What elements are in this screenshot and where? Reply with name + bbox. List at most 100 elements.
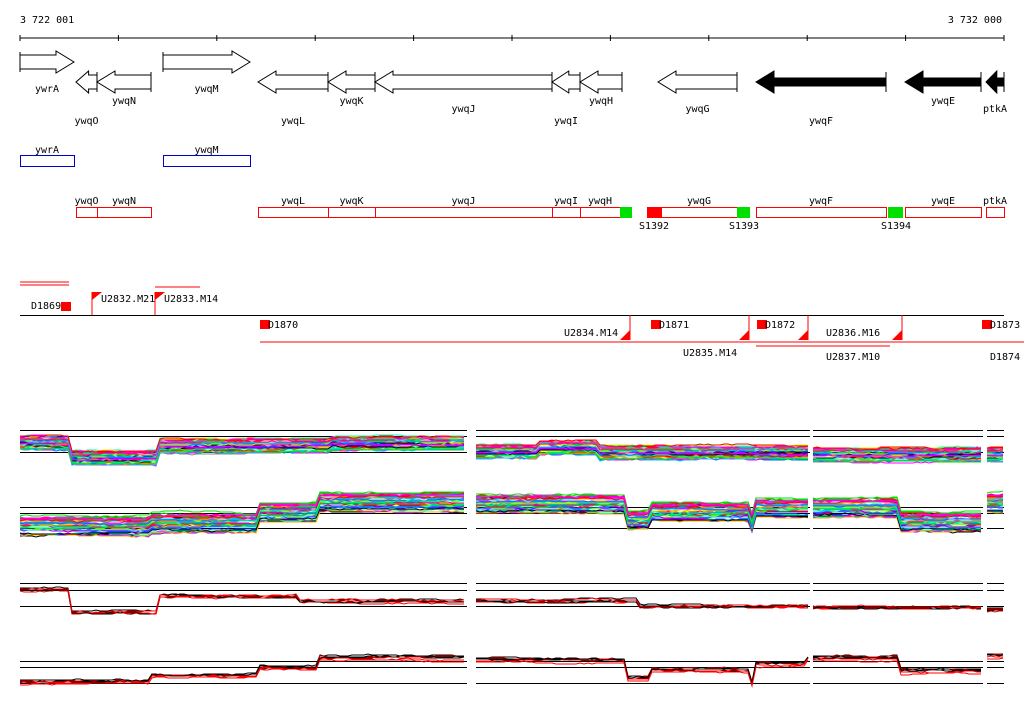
reverse-box-ywqJ[interactable]: ywqJ: [375, 196, 553, 218]
site-marker[interactable]: S1394: [881, 207, 911, 232]
reverse-box-rect: [375, 207, 553, 218]
reverse-box-ywqE[interactable]: ywqE: [905, 196, 982, 218]
expression-line: [476, 656, 809, 683]
reverse-box-ywqL[interactable]: ywqL: [258, 196, 329, 218]
expression-line: [987, 448, 1004, 451]
site-marker[interactable]: S1392: [639, 207, 669, 232]
gene-ywqK[interactable]: ywqK: [327, 70, 376, 107]
expression-line: [987, 458, 1004, 461]
gene-ywqH[interactable]: ywqH: [579, 70, 623, 107]
gene-arrow-icon: [327, 70, 376, 94]
reverse-box-rect: [258, 207, 329, 218]
feature-label-u2836[interactable]: U2836.M16: [826, 328, 880, 339]
ruler: 3 722 001 3 732 000: [19, 15, 1005, 41]
reverse-box-ywqH[interactable]: ywqH: [580, 196, 621, 218]
site-block: [888, 207, 903, 218]
ruler-ticks: [19, 35, 1005, 41]
expression-line: [813, 447, 981, 450]
site-block: [620, 207, 632, 218]
forward-box-ywqM[interactable]: ywqM: [163, 145, 251, 167]
expression-line: [19, 502, 464, 530]
reverse-box-ywqG[interactable]: ywqG: [661, 196, 738, 218]
feature-label-u2834[interactable]: U2834.M14: [564, 328, 618, 339]
flag-icon: [91, 292, 102, 315]
forward-box-rect: [20, 155, 75, 167]
flag-icon: [154, 292, 165, 315]
gene-ptkA[interactable]: ptkA: [983, 69, 1007, 115]
feature-label-u2837[interactable]: U2837.M10: [826, 352, 880, 363]
reverse-box-ptkA[interactable]: ptkA: [983, 196, 1007, 218]
box-label: ywqN: [112, 196, 136, 207]
expression-line: [813, 510, 981, 528]
flag-icon: [892, 315, 903, 340]
expression-line: [476, 504, 808, 526]
expression-line: [19, 510, 464, 538]
feature-label-d1873[interactable]: D1873: [990, 320, 1020, 331]
box-label: ywqG: [687, 196, 711, 207]
expression-line: [20, 493, 465, 520]
box-label: ywrA: [35, 145, 59, 156]
gene-ywqE[interactable]: ywqE: [904, 70, 982, 107]
feature-label-d1871[interactable]: D1871: [659, 320, 689, 331]
expression-line: [987, 497, 1003, 500]
reverse-box-rect: [97, 207, 152, 218]
gene-arrow-icon: [579, 70, 623, 94]
expression-line: [20, 440, 464, 459]
feature-label-d1874[interactable]: D1874: [990, 352, 1020, 363]
gene-arrow-icon: [657, 70, 738, 94]
feature-label-u2835[interactable]: U2835.M14: [683, 348, 737, 359]
expression-line: [19, 507, 464, 535]
gene-ywqG[interactable]: ywqG: [657, 70, 738, 115]
reverse-box-ywqO[interactable]: ywqO: [74, 196, 99, 218]
gene-label: ywqI: [554, 116, 578, 127]
expression-line: [476, 445, 808, 453]
expression-line: [812, 508, 981, 525]
reverse-box-ywqF[interactable]: ywqF: [756, 196, 887, 218]
gene-arrow-icon: [985, 69, 1005, 95]
feature-label-u2833[interactable]: U2833.M14: [164, 294, 218, 305]
feature-block: [61, 302, 71, 311]
forward-box-ywrA[interactable]: ywrA: [20, 145, 75, 167]
expression-line: [20, 442, 464, 462]
gene-ywqI[interactable]: ywqI: [551, 70, 581, 127]
box-label: ywqE: [931, 196, 955, 207]
reverse-box-ywqI[interactable]: ywqI: [552, 196, 581, 218]
gene-label: ywqO: [74, 116, 98, 127]
expression-line: [20, 504, 465, 532]
expression-line: [20, 653, 464, 683]
feature-label-d1872[interactable]: D1872: [765, 320, 795, 331]
expression-line: [987, 499, 1003, 502]
feature-label-d1869[interactable]: D1869: [31, 301, 61, 312]
site-marker[interactable]: S1393: [729, 207, 759, 232]
site-marker[interactable]: [620, 207, 632, 218]
expression-line: [476, 597, 809, 608]
gene-ywqL[interactable]: ywqL: [257, 70, 329, 127]
plot-panel-4: [19, 653, 1004, 688]
expression-line: [20, 434, 464, 453]
expression-line: [987, 497, 1004, 500]
reverse-box-ywqN[interactable]: ywqN: [97, 196, 152, 218]
box-label: ywqO: [74, 196, 98, 207]
expression-line: [987, 452, 1003, 455]
flag-icon: [620, 315, 631, 340]
gene-label: ywqJ: [451, 104, 475, 115]
gene-ywqJ[interactable]: ywqJ: [374, 70, 553, 115]
expression-line: [986, 460, 1003, 463]
site-label: S1393: [729, 221, 759, 232]
gene-ywqF[interactable]: ywqF: [755, 70, 887, 127]
box-label: ywqL: [281, 196, 305, 207]
gene-ywqO[interactable]: ywqO: [74, 69, 99, 127]
box-label: ywqK: [339, 196, 363, 207]
ruler-start-label: 3 722 001: [20, 15, 74, 26]
feature-label-u2832[interactable]: U2832.M21: [101, 294, 155, 305]
expression-line: [813, 507, 982, 525]
gene-ywqM[interactable]: ywqM: [162, 50, 251, 95]
gene-ywrA[interactable]: ywrA: [19, 50, 75, 95]
gene-arrow-icon: [904, 70, 982, 94]
box-label: ywqF: [809, 196, 833, 207]
feature-label-d1870[interactable]: D1870: [268, 320, 298, 331]
expression-line: [813, 450, 982, 455]
reverse-box-ywqK[interactable]: ywqK: [328, 196, 376, 218]
ruler-end-label: 3 732 000: [948, 15, 1002, 26]
gene-ywqN[interactable]: ywqN: [96, 70, 152, 107]
